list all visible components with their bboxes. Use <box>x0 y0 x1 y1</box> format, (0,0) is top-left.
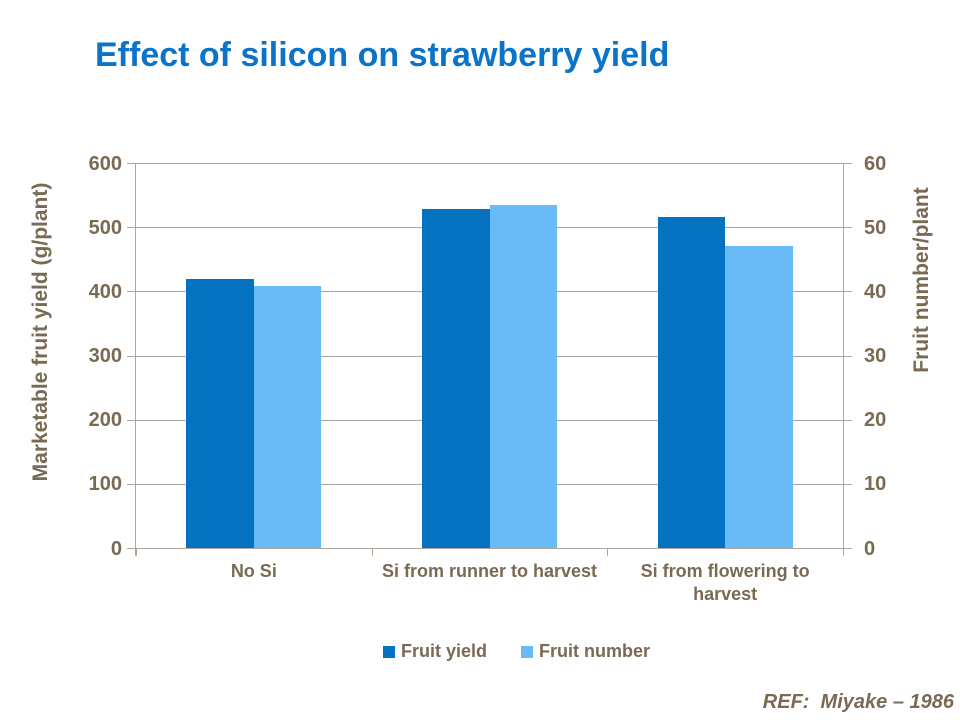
x-axis-line <box>135 548 844 549</box>
right-axis-tick-label: 10 <box>864 473 887 496</box>
left-axis-tick <box>127 483 135 485</box>
legend-swatch-icon <box>383 645 395 658</box>
right-axis-tick-label: 60 <box>864 152 887 175</box>
right-axis-tick-label: 30 <box>864 345 887 367</box>
left-axis-tick-label: 0 <box>110 537 122 560</box>
category-tick <box>607 548 609 556</box>
left-axis-tick-label: 600 <box>88 152 122 175</box>
legend-label: Fruit yield <box>401 641 488 661</box>
left-axis-tick <box>127 419 135 421</box>
right-axis-tick <box>844 355 852 357</box>
left-axis-tick-label: 200 <box>88 409 122 432</box>
gridline <box>136 163 843 164</box>
category-label: Si from runner to harvest <box>381 561 598 581</box>
right-axis-tick <box>844 227 852 229</box>
category-label: No Si <box>230 561 277 581</box>
right-axis-tick-label: 40 <box>864 280 887 303</box>
left-axis-tick <box>127 291 135 293</box>
bar-fruit-yield <box>657 216 726 548</box>
bar-fruit-number <box>725 245 793 548</box>
category-tick <box>371 548 373 556</box>
bar-fruit-number <box>253 286 322 548</box>
category-tick <box>136 548 137 556</box>
left-axis-tick <box>127 355 135 357</box>
right-axis-tick <box>844 163 852 164</box>
left-axis-line <box>135 163 136 556</box>
right-axis-tick-label: 50 <box>864 216 887 239</box>
legend-item-fruit-yield: Fruit yield <box>383 641 487 662</box>
chart-title: Effect of silicon on strawberry yield <box>95 36 670 74</box>
bar-fruit-number <box>489 204 557 548</box>
left-axis-tick-label: 300 <box>88 345 122 367</box>
left-axis-tick-label: 100 <box>88 473 122 496</box>
bar-fruit-yield <box>422 208 490 548</box>
left-axis-tick <box>127 227 135 229</box>
left-axis-tick-label: 400 <box>88 280 122 303</box>
left-axis-tick <box>127 163 135 164</box>
right-axis-tick <box>844 548 852 549</box>
right-axis-tick <box>844 291 852 293</box>
chart-legend: Fruit yield Fruit number <box>383 641 650 662</box>
left-axis-tick <box>127 548 135 549</box>
category-tick <box>843 548 844 556</box>
category-label: Si from flowering to harvest <box>640 561 810 604</box>
left-axis-tick-label: 500 <box>88 216 122 239</box>
left-axis-title: Marketable fruit yield (g/plant) <box>29 182 52 482</box>
reference-text: REF: Miyake – 1986 <box>762 691 954 713</box>
legend-swatch-icon <box>521 645 534 658</box>
legend-item-fruit-number: Fruit number <box>521 641 650 662</box>
right-axis-tick-label: 20 <box>864 409 887 432</box>
legend-label: Fruit number <box>539 641 651 661</box>
right-axis-tick <box>844 419 852 421</box>
right-axis-line <box>843 163 844 556</box>
bar-fruit-yield <box>186 278 254 548</box>
right-axis-title: Fruit number/plant <box>910 187 933 373</box>
right-axis-tick-label: 0 <box>864 537 876 560</box>
right-axis-tick <box>844 483 852 485</box>
